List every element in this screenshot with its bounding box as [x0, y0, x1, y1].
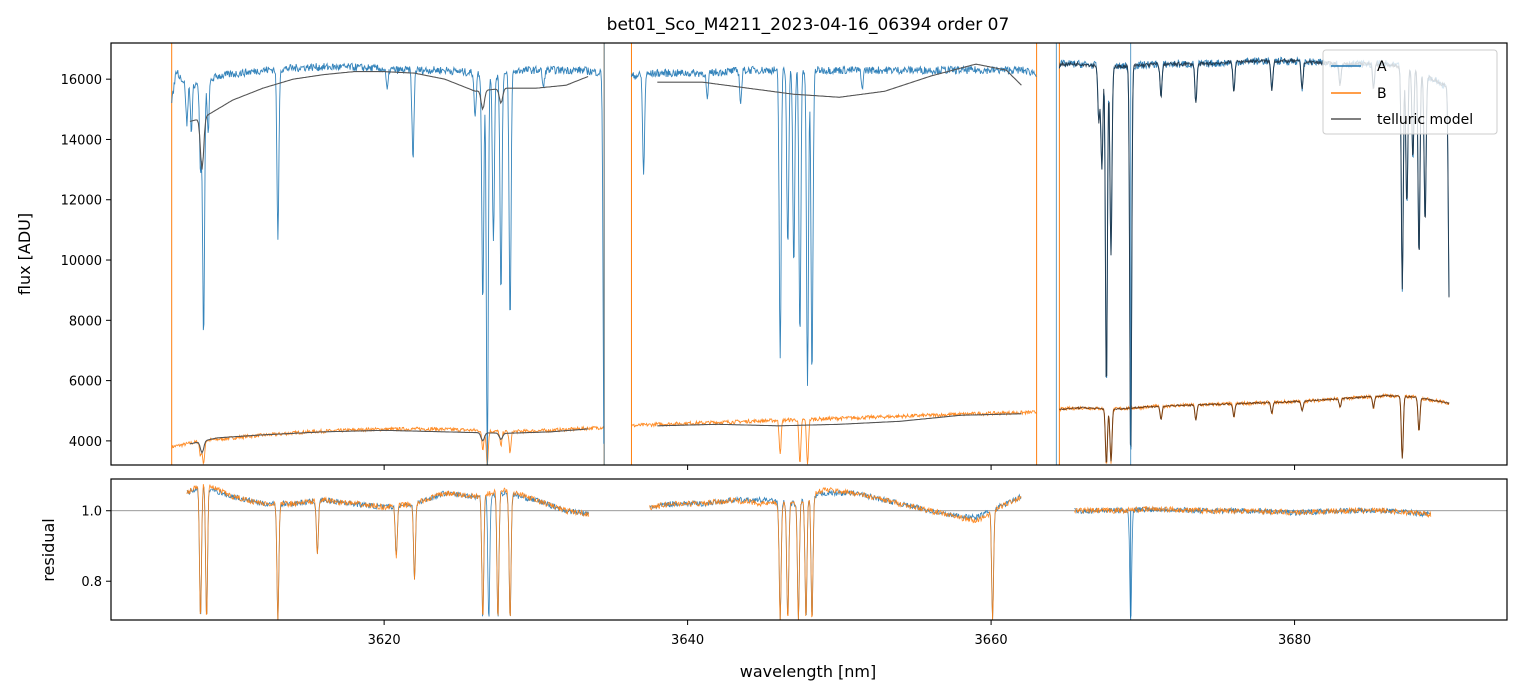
- telluric-model-segment: [657, 63, 1022, 98]
- flux-y-tick-label: 10000: [61, 254, 102, 269]
- residual-x-tick-label: 3620: [368, 633, 401, 648]
- flux-y-tick-label: 12000: [61, 194, 102, 209]
- residual-b-segment: [1074, 505, 1432, 519]
- series-a-segment: [631, 64, 1037, 386]
- telluric-model-segment: [189, 71, 589, 170]
- residual-b-segment: [649, 486, 1022, 620]
- x-axis-label: wavelength [nm]: [740, 662, 877, 681]
- chart-title: bet01_Sco_M4211_2023-04-16_06394 order 0…: [607, 15, 1010, 35]
- flux-y-tick-label: 6000: [69, 375, 102, 390]
- flux-x-ticks: [383, 465, 1296, 470]
- flux-panel: 4000 6000 8000 10000 12000 14000 16000 flux [A…: [15, 42, 1508, 470]
- residual-y-tick-label: 0.8: [81, 575, 102, 590]
- legend-label-a: A: [1377, 59, 1387, 75]
- residual-x-tick-label: 3640: [671, 633, 704, 648]
- series-a-segment: [171, 62, 605, 465]
- legend-label-model: telluric model: [1377, 112, 1473, 128]
- series-b-model-overlap: [1059, 394, 1450, 463]
- residual-x-ticks: 3620 3640 3660 3680: [368, 620, 1311, 648]
- residual-x-tick-label: 3660: [975, 633, 1008, 648]
- residual-y-tick-label: 1.0: [81, 505, 102, 520]
- telluric-model-segment: [657, 413, 1022, 427]
- residual-x-tick-label: 3680: [1278, 633, 1311, 648]
- flux-y-tick-label: 16000: [61, 73, 102, 88]
- legend: A B telluric model: [1322, 49, 1498, 135]
- residual-series-group: [111, 484, 1507, 620]
- legend-label-b: B: [1377, 86, 1387, 102]
- legend-box: [1322, 49, 1498, 135]
- residual-panel: 0.8 1.0 3620 3640 3660 3680 residual wavelen…: [39, 478, 1508, 681]
- flux-y-tick-label: 8000: [69, 314, 102, 329]
- residual-panel-frame: [110, 478, 1508, 621]
- flux-y-tick-label: 14000: [61, 133, 102, 148]
- telluric-model-segment: [189, 428, 589, 455]
- flux-series-group: [171, 43, 1450, 465]
- flux-y-ticks: 4000 6000 8000 10000 12000 14000 16000: [61, 73, 111, 450]
- residual-b-segment: [186, 484, 590, 620]
- residual-y-ticks: 0.8 1.0: [81, 505, 111, 590]
- flux-panel-frame: [110, 42, 1508, 466]
- residual-y-axis-label: residual: [39, 518, 58, 581]
- flux-y-axis-label: flux [ADU]: [15, 213, 34, 295]
- flux-y-tick-label: 4000: [69, 435, 102, 450]
- residual-a-segment: [1074, 506, 1432, 619]
